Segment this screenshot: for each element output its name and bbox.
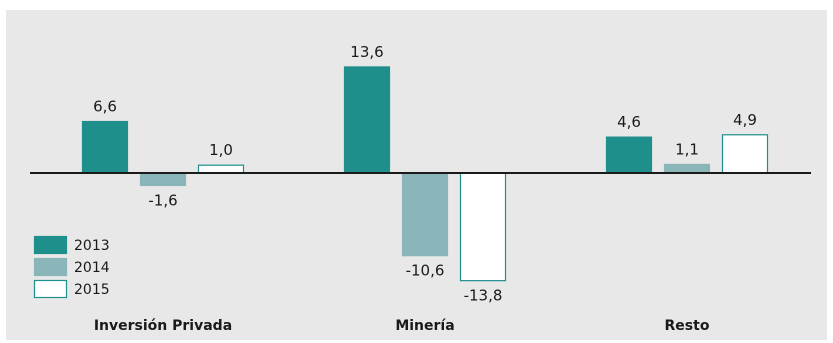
bar-2014-0 — [139, 172, 187, 187]
legend-swatch-2015 — [33, 279, 68, 299]
category-labels-layer: Inversión Privada Minería Resto — [94, 318, 710, 334]
legend: 2013 2014 2015 — [33, 235, 110, 299]
data-label-2014-2: 1,1 — [675, 140, 699, 158]
category-label-2: Resto — [665, 318, 710, 334]
data-label-2013-0: 6,6 — [93, 98, 117, 116]
bar-2013-0 — [81, 120, 129, 174]
category-label-0: Inversión Privada — [94, 318, 232, 334]
value-labels-layer: 6,6 -1,6 1,0 13,6 -10,6 -13,8 4,6 1,1 4,9 — [93, 43, 757, 305]
bar-2013-2 — [605, 136, 653, 174]
data-label-2014-0: -1,6 — [148, 191, 177, 209]
legend-label-2015: 2015 — [74, 282, 110, 298]
legend-label-2013: 2013 — [74, 238, 110, 254]
data-label-2015-2: 4,9 — [733, 111, 757, 129]
data-label-2015-1: -13,8 — [464, 287, 503, 305]
data-label-2013-1: 13,6 — [350, 43, 383, 61]
bar-chart: 6,6 -1,6 1,0 13,6 -10,6 -13,8 4,6 1,1 4,9 Invers… — [30, 43, 811, 334]
bar-2015-1 — [459, 172, 507, 282]
bar-2014-1 — [401, 172, 449, 257]
data-label-2014-1: -10,6 — [406, 262, 445, 280]
chart-frame: 6,6 -1,6 1,0 13,6 -10,6 -13,8 4,6 1,1 4,9 Invers… — [6, 10, 827, 340]
legend-label-2014: 2014 — [74, 260, 110, 276]
legend-swatch-2014 — [33, 257, 68, 277]
bar-2014-2 — [663, 163, 711, 174]
data-label-2015-0: 1,0 — [209, 141, 233, 159]
bars-layer — [81, 66, 769, 282]
category-label-1: Minería — [395, 318, 454, 334]
legend-swatch-2013 — [33, 235, 68, 255]
data-label-2013-2: 4,6 — [617, 113, 641, 131]
bar-2015-0 — [197, 164, 245, 174]
bar-2013-1 — [343, 66, 391, 174]
bar-2015-2 — [721, 134, 769, 174]
